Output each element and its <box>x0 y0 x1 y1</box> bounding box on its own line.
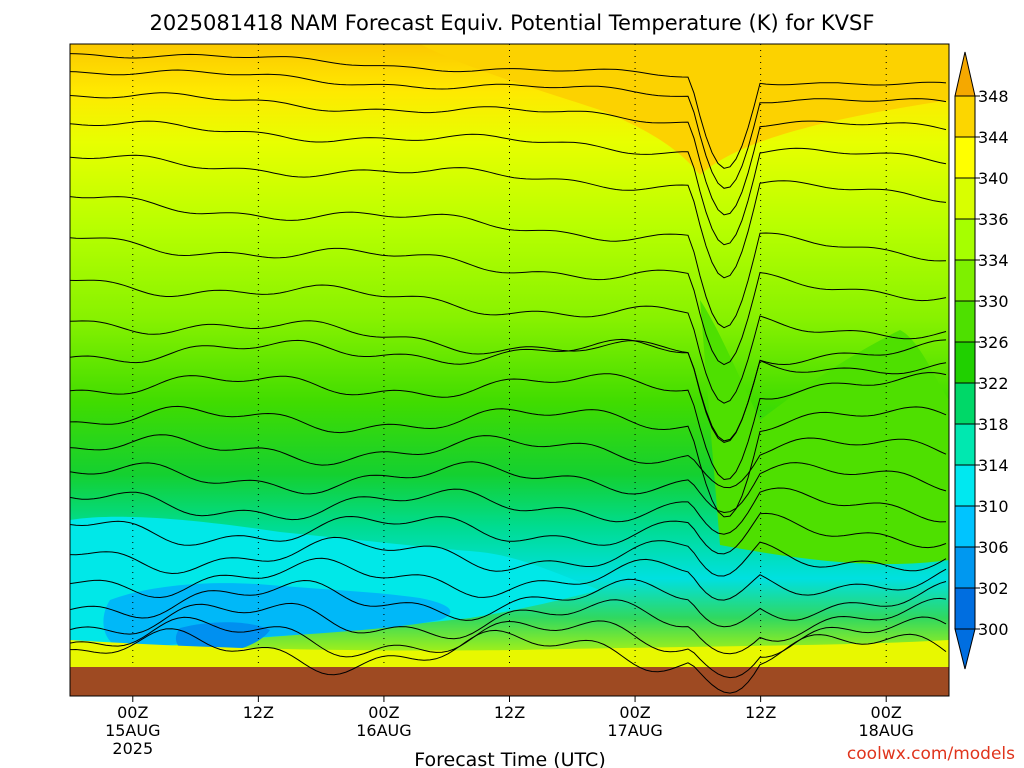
sfc-warm-band <box>70 640 949 667</box>
contour-line <box>70 338 947 442</box>
trough-green <box>700 300 949 565</box>
colorbar-swatch <box>954 259 976 302</box>
colorbar-label: 330 <box>978 292 1009 311</box>
x-tick-label: 00Z <box>368 703 399 722</box>
contour-line <box>70 578 947 628</box>
contour-lines <box>70 53 947 694</box>
colorbar-swatch <box>954 505 976 548</box>
x-tick-label: 00Z <box>619 703 650 722</box>
contour-line <box>70 597 947 655</box>
contour-line <box>70 405 947 518</box>
x-tick-label: 16AUG <box>356 721 411 740</box>
contour-line <box>70 512 947 555</box>
colorbar-label: 348 <box>978 87 1009 106</box>
contour-line <box>70 557 947 601</box>
x-tick-label: 18AUG <box>859 721 914 740</box>
colorbar-bottom-arrow <box>954 628 976 670</box>
colorbar-label: 344 <box>978 128 1009 147</box>
x-tick-label: 2025 <box>112 739 153 758</box>
colorbar-swatch <box>954 423 976 466</box>
x-tick-label: 12Z <box>494 703 525 722</box>
colorbar-label: 302 <box>978 579 1009 598</box>
contour-line <box>70 628 947 694</box>
contour-line <box>70 237 947 366</box>
contour-line <box>70 279 947 404</box>
x-tick-label: 17AUG <box>607 721 662 740</box>
colorbar-label: 334 <box>978 251 1009 270</box>
colorbar-label: 310 <box>978 497 1009 516</box>
colorbar-label: 322 <box>978 374 1009 393</box>
colorbar-label: 340 <box>978 169 1009 188</box>
contour-line <box>70 320 947 444</box>
contour-line <box>70 120 947 246</box>
contour-line <box>70 487 947 535</box>
colorbar: 348 344 340 336 334 330 326 322 318 314 310 306 302 3… <box>954 51 1009 670</box>
colorbar-swatch <box>954 136 976 179</box>
contour-line <box>70 461 947 514</box>
colorbar-top-arrow <box>954 51 976 97</box>
contour-line <box>70 92 947 216</box>
x-tick-label: 12Z <box>243 703 274 722</box>
colorbar-swatch <box>954 546 976 589</box>
colorbar-swatch <box>954 95 976 138</box>
colorbar-label: 318 <box>978 415 1009 434</box>
x-tick-label: 12Z <box>745 703 776 722</box>
colorbar-swatch <box>954 177 976 220</box>
contour-line <box>70 53 947 169</box>
chart-title: 2025081418 NAM Forecast Equiv. Potential… <box>150 11 875 35</box>
contour-line <box>70 434 947 489</box>
contour-line <box>70 154 947 279</box>
contour-line <box>70 372 947 481</box>
colorbar-label: 306 <box>978 538 1009 557</box>
colorbar-label: 326 <box>978 333 1009 352</box>
colorbar-swatch <box>954 464 976 507</box>
colorbar-label: 300 <box>978 620 1009 639</box>
x-axis-label: Forecast Time (UTC) <box>414 749 605 768</box>
x-tick-label: 00Z <box>117 703 148 722</box>
colorbar-swatch <box>954 218 976 261</box>
contour-line <box>70 69 947 189</box>
colorbar-swatch <box>954 382 976 425</box>
watermark: coolwx.com/models <box>847 744 1015 764</box>
contour-line <box>70 536 947 577</box>
below-ground <box>70 667 949 696</box>
contour-line <box>70 196 947 329</box>
colorbar-swatch <box>954 587 976 630</box>
plot-area <box>70 44 949 696</box>
x-tick-label: 15AUG <box>105 721 160 740</box>
colorbar-label: 336 <box>978 210 1009 229</box>
colorbar-label: 314 <box>978 456 1009 475</box>
x-tick-label: 00Z <box>871 703 902 722</box>
upper-warm-core <box>420 44 949 175</box>
colorbar-swatch <box>954 300 976 343</box>
colorbar-swatch <box>954 341 976 384</box>
